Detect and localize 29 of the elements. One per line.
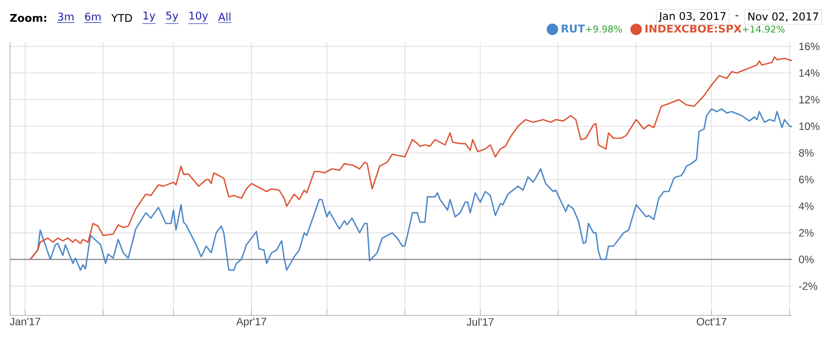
y-tick-label: 14%	[799, 69, 820, 77]
text: Nov 02, 2017	[748, 12, 818, 22]
x-tick-label: Jan'17	[10, 318, 40, 326]
text: Jan 03, 2017	[658, 12, 726, 22]
y-tick-label: 2%	[799, 229, 814, 237]
text: 3m	[58, 12, 74, 21]
text: Zoom:	[10, 14, 46, 22]
legend-label: INDEXCBOE:SPX	[646, 24, 742, 33]
text: 5y	[166, 12, 178, 22]
y-tick-label: 0%	[798, 256, 814, 264]
y-tick-label: 16%	[799, 42, 820, 50]
y-tick-label: 10%	[799, 122, 820, 130]
text: +9.98%	[586, 26, 622, 33]
y-tick-label: 4%	[798, 202, 814, 210]
x-tick-label: Oct'17	[696, 318, 726, 326]
text: YTD	[111, 14, 132, 22]
x-tick-label: Jul'17	[466, 318, 494, 326]
y-tick-label: -2%	[799, 282, 818, 290]
text: +14.92%	[742, 26, 785, 33]
y-tick-label: 8%	[799, 149, 814, 157]
text: -	[736, 15, 738, 16]
y-tick-label: 6%	[799, 176, 814, 184]
y-tick-label: 12%	[799, 96, 820, 104]
x-tick-label: Apr'17	[236, 318, 266, 328]
text: 10y	[190, 12, 208, 22]
text: 1y	[144, 12, 156, 22]
legend-label: RUT	[562, 24, 585, 33]
text: All	[218, 12, 230, 21]
text: 6m	[85, 12, 101, 21]
